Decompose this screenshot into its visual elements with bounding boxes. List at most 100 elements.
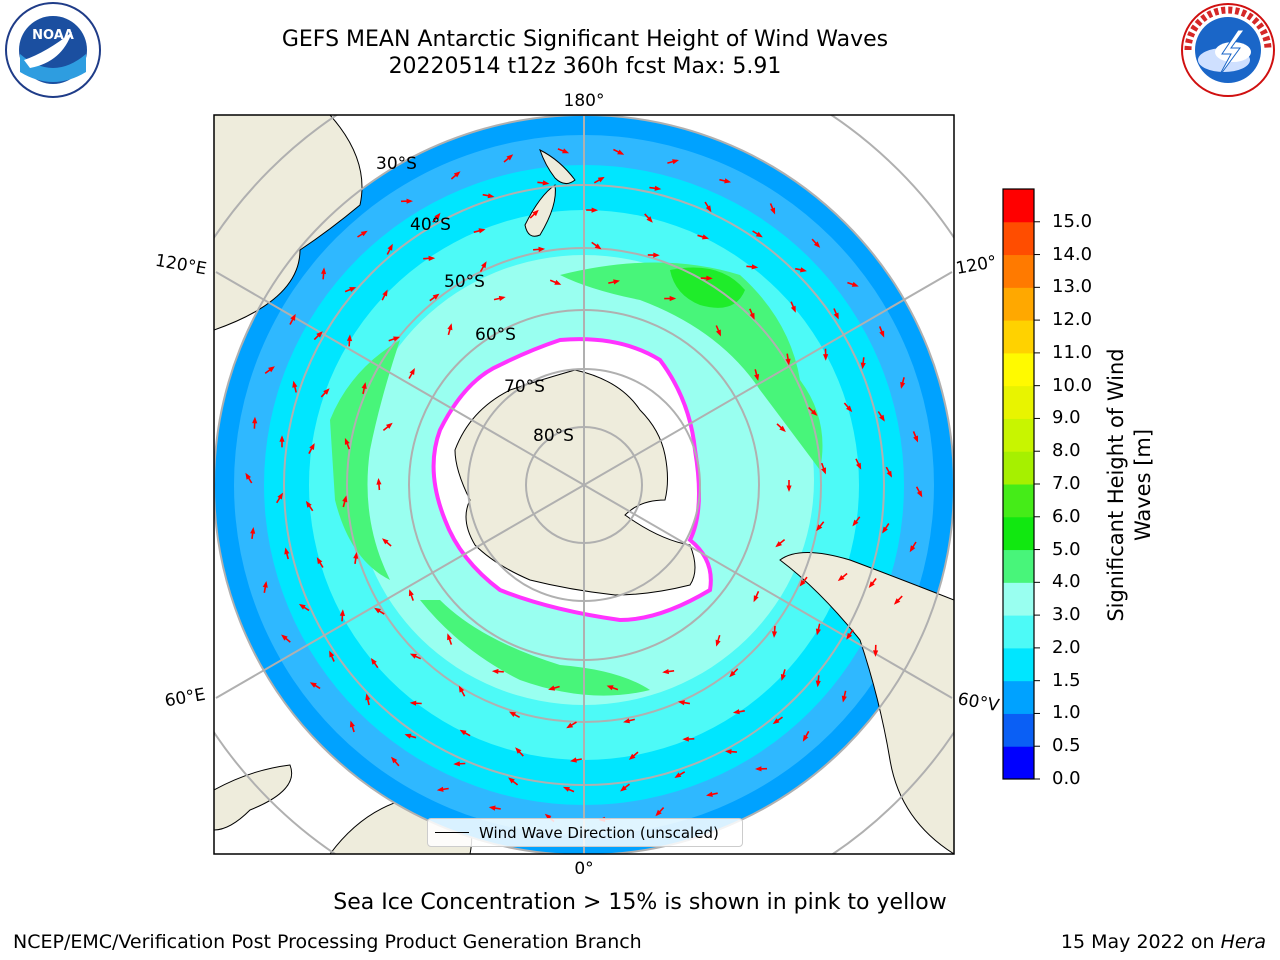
wind-arrow-head xyxy=(770,207,776,215)
wind-arrow-head xyxy=(281,634,288,641)
colorbar-swatch xyxy=(1003,582,1034,616)
lon-label-180: 180° xyxy=(564,91,605,111)
wind-arrow-head xyxy=(916,490,923,498)
wind-arrow-head xyxy=(879,414,885,422)
wind-arrow-head xyxy=(802,734,809,742)
figure-subtitle: 20220514 t12z 360h fcst Max: 5.91 xyxy=(388,54,782,79)
wind-arrow-head xyxy=(879,330,885,338)
wind-arrow-head xyxy=(799,579,806,587)
colorbar-swatch xyxy=(1003,713,1034,747)
wind-arrow-head xyxy=(279,435,285,442)
wind-arrow-head xyxy=(344,437,350,445)
wind-arrow-head xyxy=(515,747,522,754)
colorbar-tick-label: 1.0 xyxy=(1052,702,1081,724)
wind-arrow-head xyxy=(342,495,348,503)
wind-arrow-head xyxy=(873,650,879,657)
wind-arrow-head xyxy=(262,581,268,588)
colorbar-swatch xyxy=(1003,418,1034,452)
colorbar-swatch xyxy=(1003,320,1034,354)
colorbar-swatch xyxy=(1003,254,1034,288)
colorbar-swatch xyxy=(1003,221,1034,256)
colorbar-tick-label: 12.0 xyxy=(1052,309,1093,331)
wind-arrow-head xyxy=(365,693,371,701)
wind-arrow-head xyxy=(754,374,760,381)
wind-arrow-head xyxy=(623,718,630,724)
wind-arrow-head xyxy=(509,711,516,717)
wind-arrow-head xyxy=(538,246,546,252)
wind-arrow-head xyxy=(790,305,796,313)
wind-arrow-head xyxy=(755,766,762,772)
nws-logo xyxy=(1181,3,1275,97)
wind-arrow-head xyxy=(447,323,453,331)
colorbar-swatch xyxy=(1003,680,1034,714)
new-zealand-south xyxy=(524,184,556,237)
wind-arrow-head xyxy=(833,312,839,320)
wind-arrow-head xyxy=(706,791,713,797)
wind-arrow-head xyxy=(277,492,283,500)
wave-band-south xyxy=(420,600,650,696)
new-zealand-north xyxy=(539,149,576,184)
wind-arrow-head xyxy=(548,685,556,691)
wind-arrow-head xyxy=(725,749,732,755)
colorbar-swatch xyxy=(1003,189,1034,223)
wind-arrow-head xyxy=(646,216,653,223)
wind-arrow-head xyxy=(772,718,780,725)
colorbar-tick-label: 6.0 xyxy=(1052,505,1081,527)
wind-arrow-head xyxy=(702,234,709,240)
wind-arrow-head xyxy=(346,334,353,342)
wave-band-west xyxy=(330,340,400,580)
wind-arrow-head xyxy=(562,148,570,154)
legend-label: Wind Wave Direction (unscaled) xyxy=(479,823,719,842)
colorbar-swatch xyxy=(1003,615,1034,649)
wind-arrow-head xyxy=(617,149,625,155)
wind-arrow-head xyxy=(678,700,685,706)
antarctica xyxy=(454,369,696,596)
footer-org: NCEP/EMC/Verification Post Processing Pr… xyxy=(13,931,642,953)
colorbar-tick-label: 2.0 xyxy=(1052,636,1081,658)
footer-machine: Hera xyxy=(1220,931,1266,953)
lat-label-70: 70°S xyxy=(504,377,545,397)
lat-label-50: 50°S xyxy=(444,272,485,292)
colorbar-tick-label: 15.0 xyxy=(1052,210,1093,232)
wind-arrow-head xyxy=(387,243,393,251)
wind-arrow-head xyxy=(447,633,452,641)
wind-arrow-head xyxy=(779,425,786,432)
wind-arrow-head xyxy=(732,709,740,715)
wind-arrow-head xyxy=(749,312,755,320)
wind-arrow-head xyxy=(498,295,506,301)
wind-arrow-head xyxy=(353,552,359,559)
wind-arrow-head xyxy=(724,178,732,184)
colorbar-swatch xyxy=(1003,484,1034,518)
wind-arrow-head xyxy=(606,685,614,691)
wind-arrow-head xyxy=(436,786,444,792)
wind-arrow-head xyxy=(882,526,888,534)
colorbar-swatch xyxy=(1003,647,1034,682)
wind-arrow-head xyxy=(374,607,381,614)
wind-arrow-head xyxy=(284,547,290,555)
colorbar-tick-label: 4.0 xyxy=(1052,571,1081,593)
wind-arrow-head xyxy=(250,527,256,534)
colorbar-swatch xyxy=(1003,549,1034,583)
wind-arrow-head xyxy=(900,381,906,389)
colorbar-tick-label: 10.0 xyxy=(1052,374,1093,396)
wind-arrow-head xyxy=(751,264,759,270)
wind-arrow-head xyxy=(245,472,251,480)
wind-arrow-head xyxy=(544,813,552,820)
wind-arrow-head xyxy=(508,777,515,784)
colorbar-swatch xyxy=(1003,352,1034,387)
wind-arrow-head xyxy=(532,209,539,217)
wind-arrow-head xyxy=(562,786,570,792)
wind-arrow-head xyxy=(409,700,417,706)
wind-arrow-head xyxy=(672,159,679,165)
wind-arrow-head xyxy=(715,639,721,647)
wind-arrow-head xyxy=(810,409,818,416)
figure-title: GEFS MEAN Antarctic Significant Height o… xyxy=(281,27,889,52)
wind-arrow-head xyxy=(570,757,577,763)
wind-arrow-head xyxy=(252,416,258,424)
wind-arrow-head xyxy=(705,205,712,213)
wind-arrow-head xyxy=(755,231,763,238)
wind-arrow-head xyxy=(459,729,467,736)
colorbar-tick-label: 3.0 xyxy=(1052,604,1081,626)
wind-arrow-head xyxy=(841,695,847,703)
wind-arrow-head xyxy=(491,668,499,674)
